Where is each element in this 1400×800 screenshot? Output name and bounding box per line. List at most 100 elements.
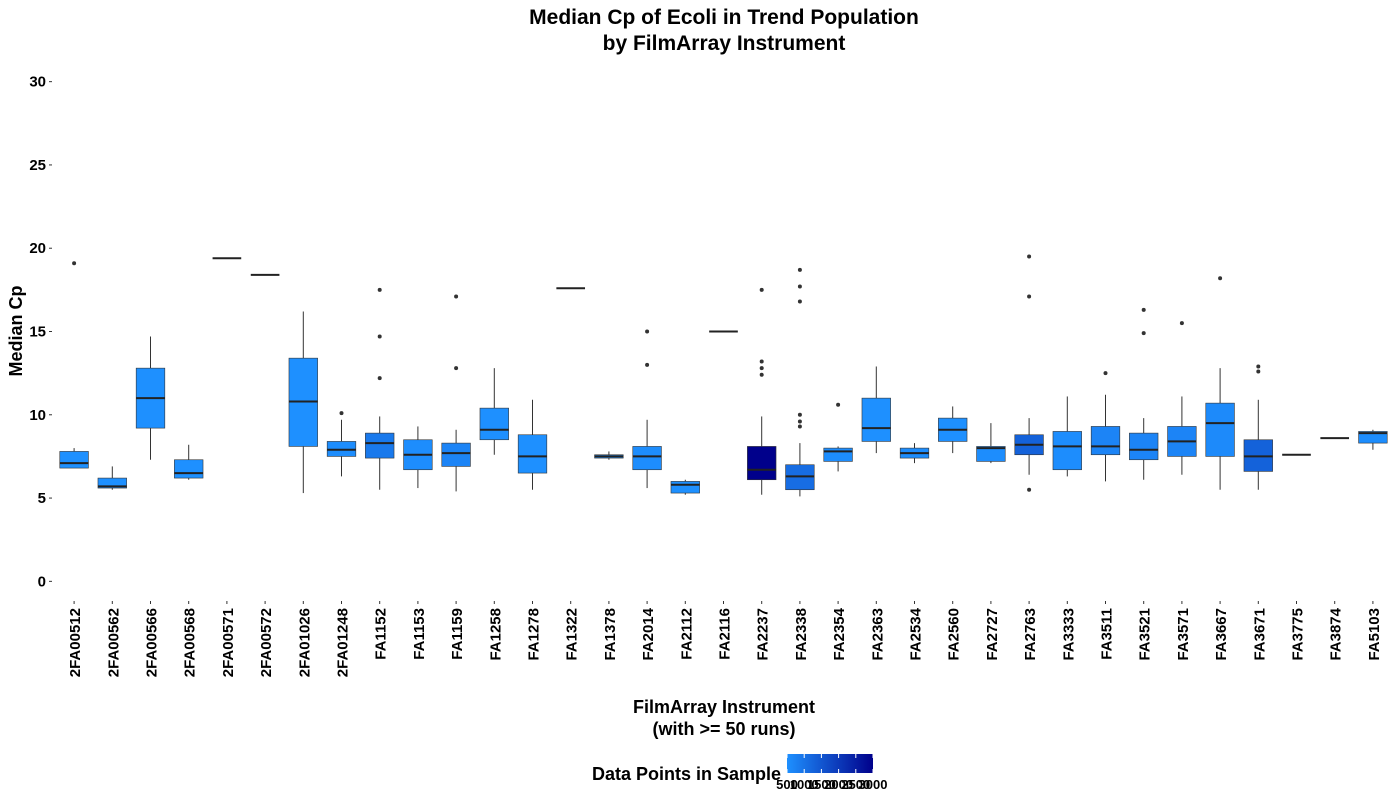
x-tick-label: FA2112 [678, 608, 695, 660]
box-plots [59, 254, 1388, 497]
x-tick-label: FA3333 [1060, 608, 1077, 661]
box-body [861, 397, 891, 442]
box-FA2763 [1014, 254, 1044, 492]
x-tick-label: FA1258 [487, 608, 504, 661]
x-axis-title-line-1: FilmArray Instrument [633, 697, 815, 717]
outlier-point [797, 419, 802, 424]
outlier-point [797, 284, 802, 289]
box-FA2727 [976, 423, 1006, 464]
box-FA1258 [479, 368, 509, 455]
box-2FA01248 [326, 411, 357, 477]
x-tick-label: FA2354 [831, 607, 848, 660]
outlier-point [797, 424, 802, 429]
box-FA3571 [1167, 321, 1197, 475]
x-tick-label: FA3521 [1137, 608, 1154, 661]
y-tick-label: 5 [38, 490, 46, 507]
box-FA2014 [632, 329, 662, 489]
box-body [747, 446, 777, 481]
box-FA3511 [1090, 371, 1121, 482]
outlier-point [377, 334, 382, 339]
x-tick-label: FA5103 [1366, 608, 1383, 661]
x-tick-label: 2FA01248 [335, 608, 352, 677]
legend-color-bar [787, 754, 873, 773]
box-FA2354 [823, 402, 853, 472]
x-tick-label: 2FA01026 [296, 608, 313, 677]
x-tick-label: FA3667 [1213, 608, 1230, 661]
box-body [441, 442, 471, 467]
x-tick-label: 2FA00568 [182, 608, 199, 677]
outlier-point [759, 287, 764, 292]
box-body [632, 446, 662, 471]
box-2FA00512 [59, 261, 89, 469]
box-2FA00562 [97, 466, 127, 490]
box-FA2237 [747, 287, 777, 495]
x-tick-label: 2FA00572 [258, 608, 275, 677]
outlier-point [759, 359, 764, 364]
x-tick-label: FA2116 [717, 608, 734, 660]
legend-tick-label: 500 [776, 777, 798, 792]
outlier-point [1027, 294, 1032, 299]
outlier-point [759, 366, 764, 371]
legend-tick-label: 2500 [841, 777, 870, 792]
outlier-point [72, 261, 77, 266]
box-body [517, 434, 548, 474]
box-body [670, 481, 700, 494]
box-2FA01026 [288, 311, 318, 494]
outlier-point [759, 372, 764, 377]
outlier-point [797, 299, 802, 304]
chart-title-line-2: by FilmArray Instrument [603, 32, 846, 55]
box-body [174, 459, 204, 479]
box-FA3667 [1205, 276, 1235, 490]
x-tick-label: FA2338 [793, 608, 810, 661]
x-tick-label: 2FA00566 [144, 608, 161, 677]
outlier-point [377, 376, 382, 381]
outlier-point [797, 412, 802, 417]
outlier-point [454, 366, 459, 371]
legend-tick-label: 1000 [790, 777, 819, 792]
outlier-point [1141, 331, 1146, 336]
box-FA2560 [938, 406, 968, 454]
y-axis: 0 5 10 15 20 25 30 [29, 74, 52, 590]
y-tick-label: 25 [29, 157, 46, 174]
outlier-point [454, 294, 459, 299]
x-tick-label: FA2560 [946, 608, 963, 661]
box-FA1159 [441, 294, 471, 492]
x-tick-label: 2FA00562 [105, 608, 122, 677]
outlier-point [339, 411, 344, 416]
x-tick-label: FA2727 [984, 608, 1001, 661]
y-tick-label: 15 [29, 324, 46, 341]
outlier-point [1256, 369, 1261, 374]
box-FA3671 [1243, 364, 1273, 490]
x-tick-label: FA1278 [526, 608, 543, 661]
x-tick-label: FA3775 [1290, 608, 1307, 661]
y-tick-label: 10 [29, 407, 46, 424]
box-FA2534 [899, 443, 930, 464]
outlier-point [1027, 487, 1032, 492]
x-tick-label: FA3511 [1099, 608, 1116, 660]
box-FA2112 [670, 479, 700, 495]
box-body [823, 447, 853, 462]
x-tick-label: FA3571 [1175, 608, 1192, 661]
x-tick-label: 2FA00512 [67, 608, 84, 677]
outlier-point [1027, 254, 1032, 259]
box-2FA00568 [174, 444, 204, 480]
legend-tick-label: 3000 [859, 777, 888, 792]
y-tick-label: 30 [29, 74, 46, 91]
x-tick-label: FA1152 [373, 608, 390, 660]
outlier-point [1141, 307, 1146, 312]
box-body [59, 451, 89, 469]
legend: Data Points in Sample 500100015002000250… [592, 754, 887, 792]
outlier-point [645, 362, 650, 367]
box-body [365, 432, 395, 459]
x-tick-label: FA2363 [869, 608, 886, 661]
box-2FA00566 [135, 336, 166, 460]
x-tick-label: FA3671 [1251, 608, 1268, 661]
y-tick-label: 20 [29, 240, 46, 257]
x-tick-label: 2FA00571 [220, 608, 237, 677]
outlier-point [1218, 276, 1223, 281]
x-tick-label: FA1153 [411, 608, 428, 660]
box-FA1378 [594, 451, 624, 460]
outlier-point [645, 329, 650, 334]
